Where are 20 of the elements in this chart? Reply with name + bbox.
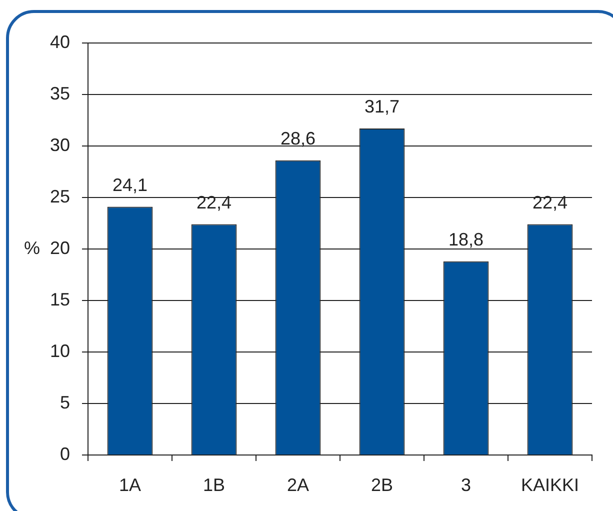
y-tick-label: 5 xyxy=(60,392,70,412)
y-tick-label: 35 xyxy=(50,83,70,104)
data-label: 18,8 xyxy=(448,229,484,250)
data-label: 24,1 xyxy=(112,174,148,195)
x-tick-label: 3 xyxy=(460,474,472,495)
y-tick-label: 40 xyxy=(50,32,70,52)
data-label: 31,7 xyxy=(364,96,400,116)
x-tick-label: 2A xyxy=(286,474,310,495)
x-tick-label: KAIKKI xyxy=(520,474,580,495)
y-tick-label: 30 xyxy=(50,134,70,155)
x-tick-label: 1B xyxy=(202,474,226,495)
x-tick-label: 1A xyxy=(118,474,142,495)
y-tick-label: 25 xyxy=(50,186,70,206)
x-tick-label: 2B xyxy=(370,474,394,495)
y-tick-label: 0 xyxy=(60,444,70,464)
y-tick-label: 15 xyxy=(50,289,70,310)
y-axis-title: % xyxy=(24,238,40,258)
y-tick-label: 20 xyxy=(50,238,70,258)
data-label: 28,6 xyxy=(280,128,316,148)
y-tick-label: 10 xyxy=(50,340,70,361)
